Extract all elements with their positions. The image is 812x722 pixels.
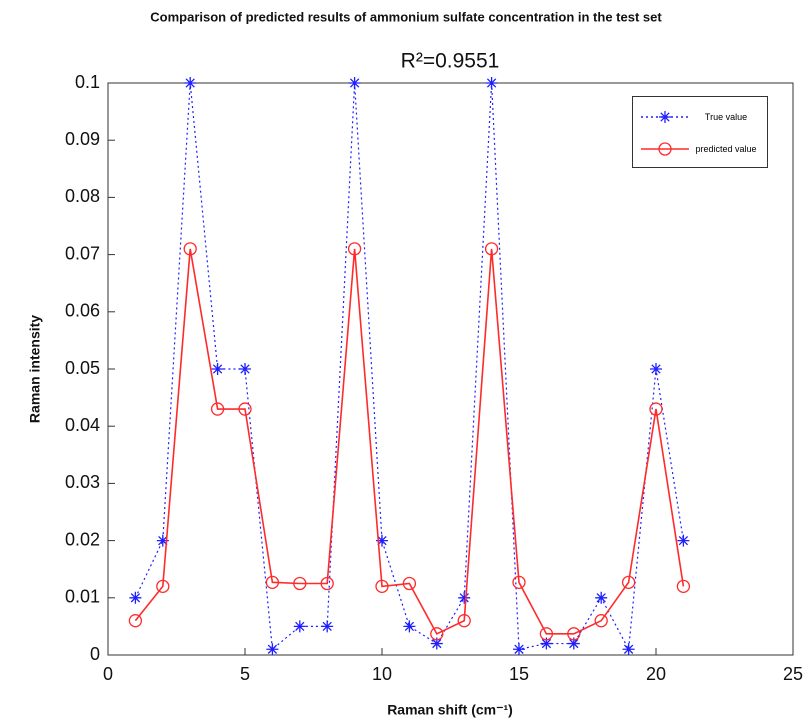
- data-point: [238, 402, 252, 416]
- data-point: [513, 643, 525, 656]
- data-point: [676, 579, 691, 594]
- legend-label: True value: [704, 111, 748, 122]
- data-point: [347, 242, 362, 256]
- legend-marker: [659, 111, 671, 123]
- legend-label: predicted value: [695, 143, 757, 154]
- data-point: [457, 614, 471, 628]
- y-tick-label: 0.1: [75, 72, 100, 92]
- data-point: [649, 402, 663, 416]
- chart-subtitle: R²=0.9551: [401, 50, 500, 73]
- data-point: [156, 579, 170, 594]
- y-tick-label: 0.01: [65, 587, 100, 607]
- x-tick-label: 20: [646, 664, 666, 684]
- data-point: [293, 576, 307, 591]
- series-line: [134, 248, 685, 635]
- data-point: [210, 402, 225, 416]
- data-point: [567, 637, 580, 650]
- data-point: [430, 637, 443, 650]
- data-point: [156, 534, 169, 547]
- legend-swatch: [641, 111, 689, 123]
- legend: True value predicted value: [632, 96, 768, 168]
- y-tick-label: 0.06: [65, 301, 100, 321]
- data-point: [594, 614, 608, 628]
- y-tick-label: 0.07: [65, 243, 100, 263]
- data-point: [650, 363, 662, 375]
- data-point: [622, 643, 635, 656]
- y-tick-label: 0.09: [65, 129, 100, 149]
- data-point: [321, 620, 334, 633]
- data-point: [595, 591, 608, 604]
- data-point: [348, 77, 361, 89]
- data-point: [512, 575, 526, 590]
- y-tick-label: 0: [90, 644, 100, 664]
- x-tick-label: 0: [103, 664, 113, 684]
- data-point: [265, 575, 280, 590]
- data-point: [458, 591, 471, 604]
- data-point: [540, 637, 553, 650]
- data-point: [320, 576, 334, 591]
- legend-swatch: [641, 142, 689, 156]
- data-point: [211, 363, 224, 375]
- data-point: [621, 575, 636, 590]
- x-tick-label: 5: [240, 664, 250, 684]
- data-point: [485, 77, 498, 89]
- data-point: [484, 242, 499, 256]
- chart-title: Comparison of predicted results of ammon…: [150, 9, 662, 24]
- y-tick-label: 0.05: [65, 358, 100, 378]
- data-point: [402, 576, 417, 591]
- x-tick-label: 15: [509, 664, 529, 684]
- data-point: [539, 627, 554, 641]
- data-point: [183, 242, 197, 256]
- data-point: [567, 627, 581, 641]
- data-point: [293, 620, 306, 633]
- data-point: [239, 363, 251, 375]
- x-tick-label: 10: [372, 664, 392, 684]
- data-point: [184, 77, 197, 89]
- data-point: [129, 591, 142, 604]
- data-point: [403, 620, 416, 633]
- data-point: [375, 579, 389, 594]
- x-axis-label: Raman shift (cm⁻¹): [387, 702, 513, 718]
- legend-entry: predicted value: [633, 133, 769, 165]
- legend-entry: True value: [633, 101, 769, 133]
- data-point: [128, 614, 143, 628]
- y-tick-label: 0.04: [65, 415, 100, 435]
- x-tick-label: 25: [783, 664, 803, 684]
- y-tick-label: 0.08: [65, 186, 100, 206]
- data-point: [677, 534, 690, 547]
- y-tick-label: 0.02: [65, 529, 100, 549]
- y-tick-label: 0.03: [65, 472, 100, 492]
- y-axis-label: Raman intensity: [27, 315, 43, 423]
- data-point: [266, 643, 279, 656]
- legend-marker: [658, 142, 672, 156]
- data-point: [376, 534, 388, 547]
- data-point: [430, 627, 444, 641]
